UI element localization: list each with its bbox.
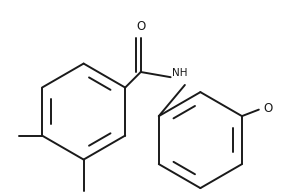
Text: O: O [136, 20, 145, 33]
Text: O: O [264, 102, 273, 115]
Text: NH: NH [172, 68, 187, 78]
